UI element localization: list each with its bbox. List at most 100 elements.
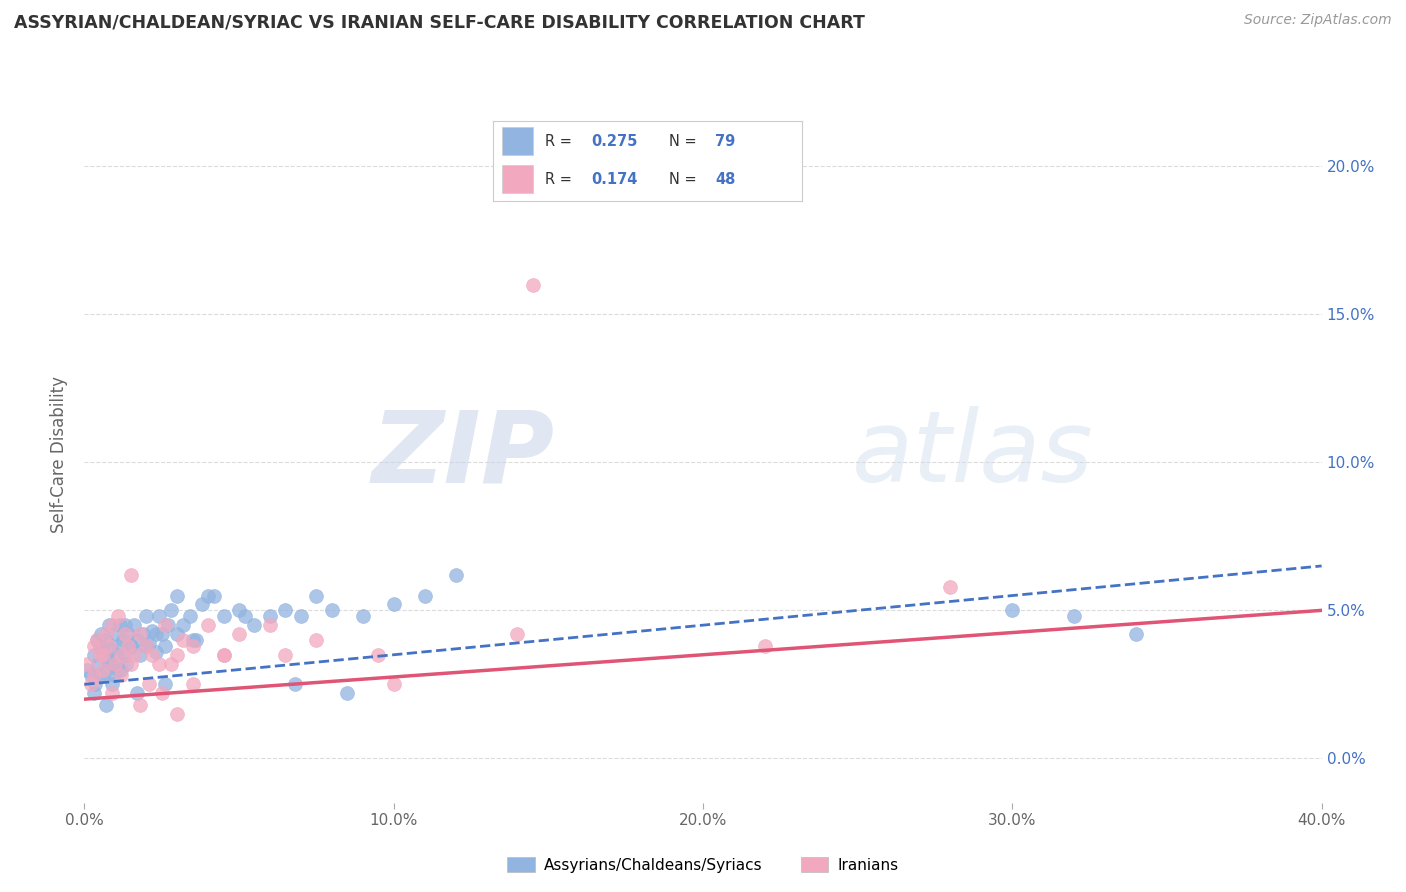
Point (114, 627, 136, 641)
Point (114, 648, 136, 662)
Point (87, 657, 110, 671)
Point (138, 677, 160, 691)
Point (135, 609, 157, 624)
Point (160, 657, 183, 671)
Point (107, 639, 129, 653)
Point (129, 698, 152, 712)
Point (100, 641, 122, 656)
Point (172, 632, 194, 647)
Point (259, 618, 281, 632)
Point (122, 648, 145, 662)
Point (79, 668, 101, 682)
Point (132, 627, 155, 641)
Point (83, 686, 105, 700)
Point (89, 668, 111, 682)
Text: Source: ZipAtlas.com: Source: ZipAtlas.com (1244, 13, 1392, 28)
Point (284, 677, 307, 691)
Point (754, 639, 776, 653)
Point (160, 603, 183, 617)
Point (101, 657, 124, 671)
Point (181, 677, 204, 691)
Point (150, 627, 173, 641)
Point (89, 648, 111, 662)
Point (94, 698, 117, 712)
Point (114, 618, 136, 632)
Point (166, 706, 188, 721)
Point (108, 618, 131, 632)
Point (197, 618, 219, 632)
Point (83, 639, 105, 653)
Point (156, 618, 179, 632)
Point (94, 632, 117, 647)
Point (305, 589, 328, 603)
Point (444, 567, 467, 582)
Point (212, 648, 235, 662)
Point (148, 609, 170, 624)
Point (202, 589, 225, 603)
Point (1063, 609, 1085, 624)
Point (166, 627, 188, 641)
Point (115, 657, 138, 671)
Point (91, 648, 114, 662)
Point (117, 639, 139, 653)
Point (125, 632, 148, 647)
Point (86, 632, 108, 647)
Point (141, 648, 163, 662)
Point (228, 627, 250, 641)
Point (148, 657, 170, 671)
Point (120, 639, 142, 653)
Point (91, 663, 114, 677)
Point (191, 598, 214, 612)
Point (76, 663, 98, 677)
Point (172, 618, 194, 632)
Point (522, 277, 544, 292)
Point (129, 627, 152, 641)
Point (93, 665, 115, 680)
Point (120, 657, 142, 671)
Point (86, 632, 108, 647)
Point (153, 639, 176, 653)
Point (110, 663, 132, 677)
Point (94, 627, 117, 641)
Point (212, 609, 235, 624)
Point (259, 609, 281, 624)
Point (145, 627, 167, 641)
Point (1125, 627, 1147, 641)
Point (228, 603, 250, 617)
Point (117, 627, 139, 641)
Point (107, 609, 129, 624)
Point (506, 627, 529, 641)
Point (233, 609, 256, 624)
Point (181, 632, 204, 647)
Point (141, 624, 163, 638)
Point (112, 632, 135, 647)
Point (135, 639, 157, 653)
Point (125, 686, 148, 700)
Point (84, 677, 107, 691)
Point (145, 645, 167, 659)
Text: ZIP: ZIP (371, 407, 554, 503)
Point (101, 677, 124, 691)
Point (101, 686, 124, 700)
Point (305, 632, 328, 647)
Point (129, 648, 152, 662)
Point (150, 686, 173, 700)
Point (290, 609, 312, 624)
Point (107, 663, 129, 677)
Point (135, 639, 157, 653)
Point (138, 636, 160, 650)
Point (101, 618, 124, 632)
Point (336, 686, 359, 700)
Point (939, 580, 962, 594)
Point (166, 648, 188, 662)
Point (274, 603, 297, 617)
Point (110, 648, 132, 662)
Point (97, 654, 120, 668)
Point (83, 668, 105, 682)
Point (98, 618, 121, 632)
Point (166, 589, 188, 603)
Point (243, 618, 266, 632)
Text: ASSYRIAN/CHALDEAN/SYRIAC VS IRANIAN SELF-CARE DISABILITY CORRELATION CHART: ASSYRIAN/CHALDEAN/SYRIAC VS IRANIAN SELF… (14, 13, 865, 31)
Point (120, 639, 142, 653)
Point (105, 648, 128, 662)
